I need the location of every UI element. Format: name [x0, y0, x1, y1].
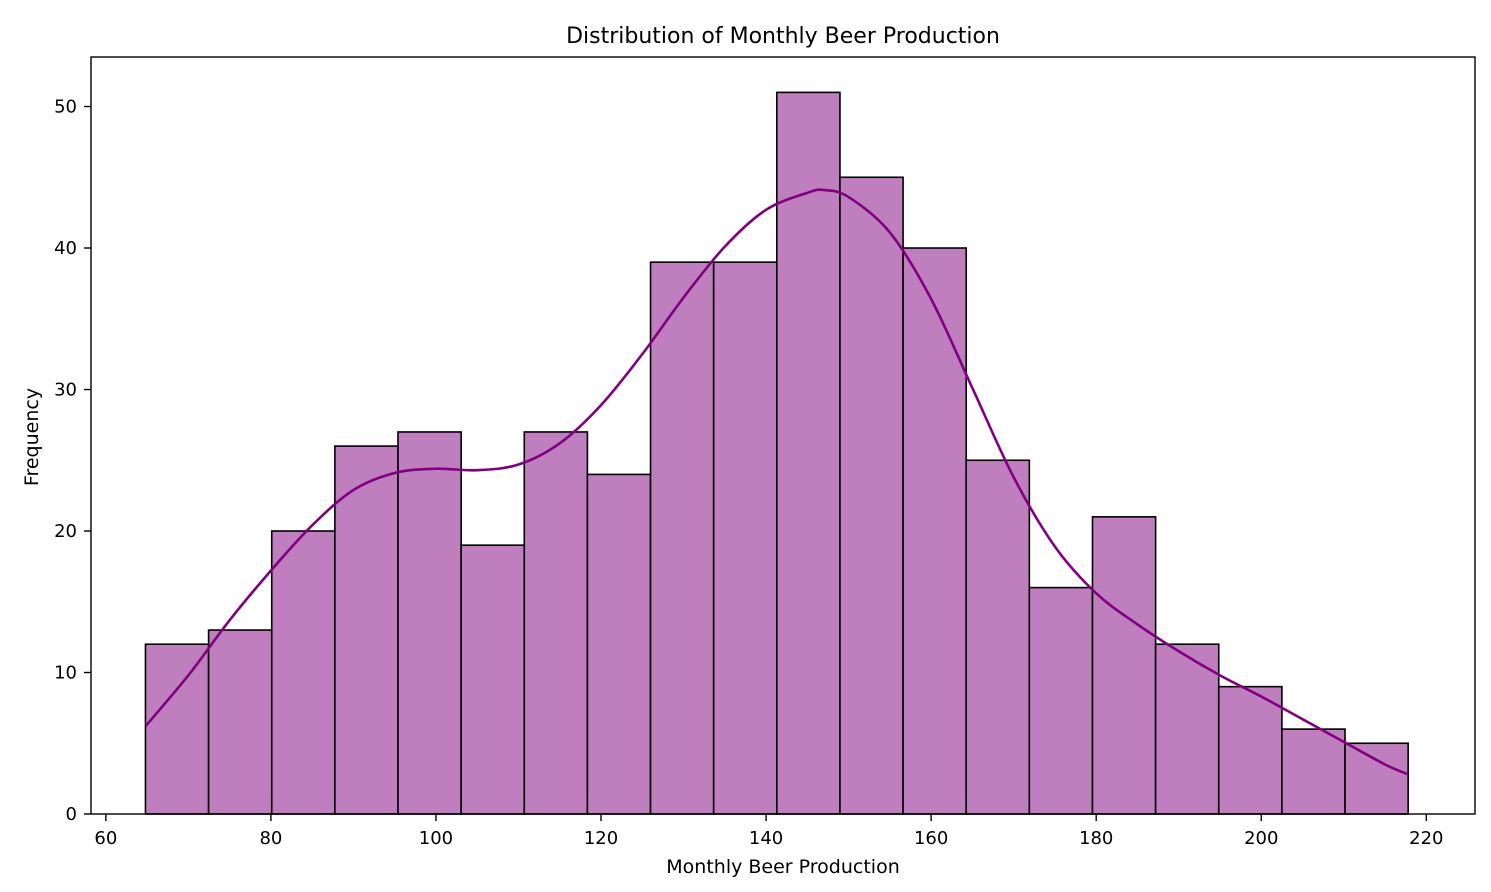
y-tick-label: 50 — [54, 97, 77, 118]
y-axis-ticks: 0 10 20 30 40 50 — [54, 97, 91, 825]
histogram-bar — [1028, 586, 1094, 815]
histogram-bar — [1154, 643, 1220, 815]
histogram-bar — [460, 544, 526, 815]
histogram-bar — [1091, 516, 1157, 815]
y-tick-label: 30 — [54, 380, 77, 401]
histogram-bar — [144, 643, 210, 815]
histogram-bar — [270, 530, 336, 815]
kde-curve — [144, 188, 1409, 776]
x-tick-label: 60 — [94, 828, 117, 849]
histogram-bar — [334, 445, 399, 815]
y-tick-label: 40 — [54, 238, 77, 259]
histogram-bar — [1344, 742, 1409, 815]
x-tick-label: 180 — [1079, 828, 1113, 849]
histogram-bar — [712, 261, 778, 815]
histogram-bar — [397, 431, 462, 815]
histogram-bar — [207, 629, 273, 815]
y-tick-label: 0 — [66, 804, 77, 825]
y-axis-label: Frequency — [21, 388, 43, 486]
x-tick-label: 140 — [749, 828, 783, 849]
y-tick-label: 10 — [54, 663, 77, 684]
histogram-bar — [1281, 728, 1346, 815]
histogram-bar — [839, 176, 904, 815]
bars-group — [144, 91, 1409, 815]
x-tick-label: 220 — [1409, 828, 1443, 849]
x-tick-label: 160 — [914, 828, 948, 849]
x-tick-label: 80 — [259, 828, 282, 849]
x-tick-label: 100 — [419, 828, 453, 849]
histogram-bar — [523, 431, 589, 815]
chart-title: Distribution of Monthly Beer Production — [566, 24, 1000, 49]
y-tick-label: 20 — [54, 521, 77, 542]
x-tick-label: 120 — [584, 828, 618, 849]
histogram-bar — [1217, 685, 1283, 815]
x-tick-label: 200 — [1244, 828, 1278, 849]
histogram-bar — [586, 473, 652, 815]
histogram-bar — [902, 247, 968, 815]
x-axis-ticks: 60 80 100 120 140 160 180 200 220 — [94, 814, 1443, 849]
histogram-bar — [649, 261, 715, 815]
histogram-bar — [776, 91, 841, 815]
x-axis-label: Monthly Beer Production — [666, 856, 899, 878]
plot-frame — [90, 56, 1476, 815]
histogram-bar — [965, 459, 1031, 815]
